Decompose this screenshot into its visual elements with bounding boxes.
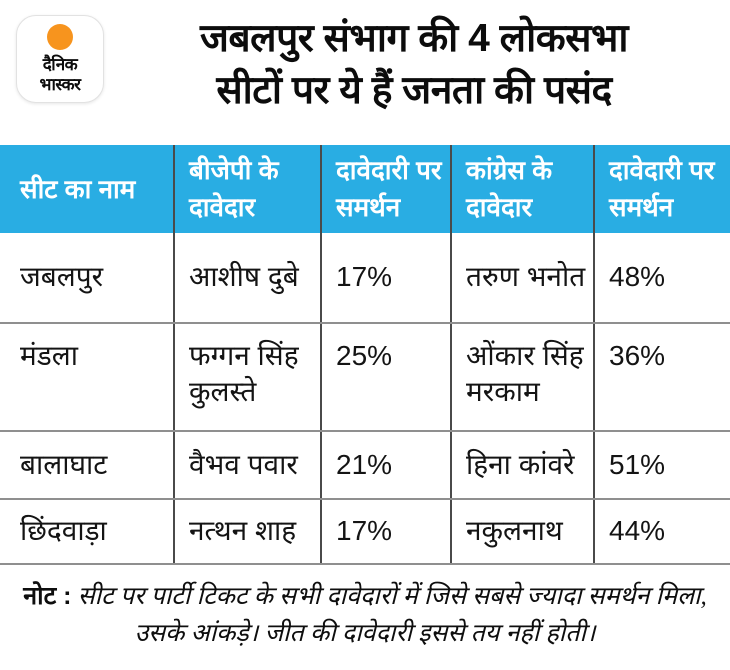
table-row: बालाघाट वैभव पवार 21% हिना कांवरे 51%: [0, 430, 730, 498]
bjp-contender: नत्थन शाह: [175, 500, 322, 563]
column-header-bjp-support: दावेदारी पर समर्थन: [322, 145, 452, 233]
column-header-seat-name: सीट का नाम: [0, 145, 175, 233]
title-line-1: जबलपुर संभाग की 4 लोकसभा: [199, 17, 629, 60]
data-table: सीट का नाम बीजेपी के दावेदार दावेदारी पर…: [0, 145, 730, 565]
table-header-row: सीट का नाम बीजेपी के दावेदार दावेदारी पर…: [0, 145, 730, 233]
table-row: छिंदवाड़ा नत्थन शाह 17% नकुलनाथ 44%: [0, 498, 730, 565]
bjp-support-value: 17%: [322, 500, 452, 563]
seat-name: जबलपुर: [0, 233, 175, 322]
seat-name: छिंदवाड़ा: [0, 500, 175, 563]
congress-contender: तरुण भनोत: [452, 233, 595, 322]
table-row: जबलपुर आशीष दुबे 17% तरुण भनोत 48%: [0, 233, 730, 322]
column-header-congress-support: दावेदारी पर समर्थन: [595, 145, 730, 233]
congress-contender: ओंकार सिंह मरकाम: [452, 324, 595, 430]
dainik-bhaskar-logo: दैनिक भास्कर: [16, 15, 104, 103]
congress-support-value: 48%: [609, 261, 666, 293]
bjp-contender: वैभव पवार: [175, 432, 322, 498]
page-title: जबलपुर संभाग की 4 लोकसभा सीटों पर ये हैं…: [102, 13, 726, 117]
logo-line-2: भास्कर: [39, 74, 81, 94]
congress-contender: हिना कांवरे: [452, 432, 595, 498]
column-header-congress-contender: कांग्रेस के दावेदार: [452, 145, 595, 233]
seat-name: बालाघाट: [0, 432, 175, 498]
masthead: दैनिक भास्कर जबलपुर संभाग की 4 लोकसभा सी…: [0, 0, 730, 145]
bjp-support-value: 17%: [322, 233, 452, 322]
congress-contender: नकुलनाथ: [452, 500, 595, 563]
logo-text: दैनिक भास्कर: [40, 55, 81, 93]
logo-line-1: दैनिक: [42, 55, 78, 75]
table-row: मंडला फग्गन सिंह कुलस्ते 25% ओंकार सिंह …: [0, 322, 730, 430]
title-line-2: सीटों पर ये हैं जनता की पसंद: [216, 68, 612, 112]
footnote-label: नोट :: [23, 582, 72, 610]
footnote: नोट : सीट पर पार्टी टिकट के सभी दावेदारो…: [8, 578, 722, 653]
bjp-support-value: 21%: [322, 432, 452, 498]
sun-icon: [47, 24, 73, 51]
bjp-contender: आशीष दुबे: [175, 233, 322, 322]
seat-name: मंडला: [0, 324, 175, 430]
congress-support-value: 36%: [609, 340, 666, 371]
bjp-contender: फग्गन सिंह कुलस्ते: [175, 324, 322, 430]
congress-support-value: 44%: [609, 515, 666, 547]
column-header-bjp-contender: बीजेपी के दावेदार: [175, 145, 322, 233]
bjp-support-value: 25%: [322, 324, 452, 430]
footnote-text: सीट पर पार्टी टिकट के सभी दावेदारों में …: [71, 583, 707, 648]
congress-support-value: 51%: [609, 448, 666, 480]
